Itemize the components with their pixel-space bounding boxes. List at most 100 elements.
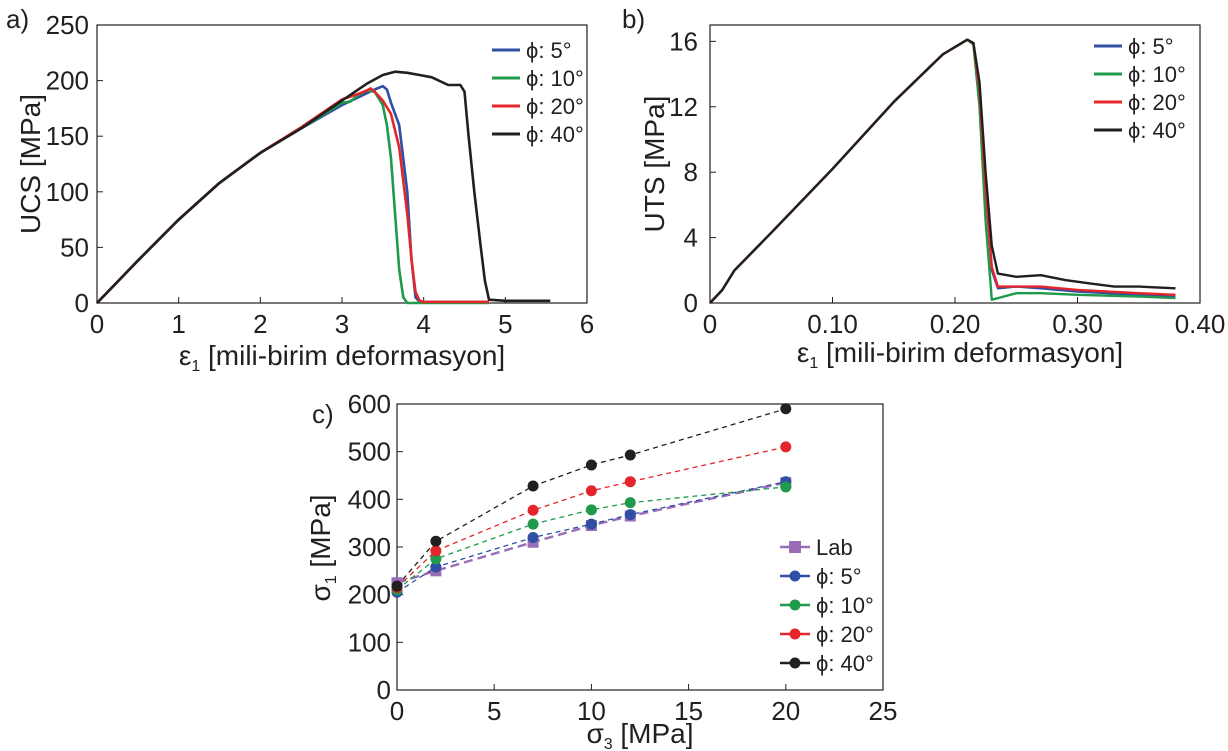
- chart-c-x-label: σ3 [MPa]: [586, 718, 693, 751]
- chart-b-series-line: [709, 38, 1176, 304]
- chart-b-legend-label: ϕ: 40°: [1128, 118, 1186, 143]
- chart-b-legend-label: ϕ: 20°: [1128, 90, 1186, 115]
- chart-b-series: [709, 38, 1176, 304]
- chart-a-x-tick-label: 0: [90, 309, 104, 339]
- chart-a-x-tick-label: 2: [253, 309, 267, 339]
- chart-a-series: [96, 70, 551, 305]
- chart-c-x-tick-label: 10: [577, 696, 606, 726]
- chart-a-y-label: UCS [MPa]: [15, 94, 46, 234]
- chart-c-series: [391, 403, 792, 598]
- chart-b-ticks: 0 0.10 0.20 0.30 0.40 0 4 8 12 16: [669, 26, 1225, 339]
- chart-b-series-line: [709, 38, 1176, 304]
- chart-b-x-tick-label: 0.30: [1052, 309, 1103, 339]
- chart-c-point: [780, 441, 792, 453]
- chart-a-y-tick-label: 100: [46, 177, 89, 207]
- chart-c-point: [527, 480, 539, 492]
- chart-a-x-tick-label: 3: [335, 309, 349, 339]
- chart-c-x-tick-label: 25: [869, 696, 898, 726]
- chart-c-point: [527, 518, 539, 530]
- chart-c-x-tick-label: 0: [390, 696, 404, 726]
- chart-c-series-line: [396, 481, 786, 593]
- chart-b-x-label: ε1 [mili-birim deformasyon]: [797, 337, 1123, 372]
- chart-b-x-tick-label: 0: [703, 309, 717, 339]
- chart-c-point: [430, 545, 442, 557]
- chart-c-legend-marker: [789, 570, 801, 582]
- chart-a-series-line: [96, 89, 489, 305]
- chart-b-y-tick-label: 12: [669, 92, 698, 122]
- chart-a-frame: [96, 24, 588, 304]
- chart-b-y-tick-label: 8: [684, 157, 698, 187]
- chart-b-y-tick-label: 0: [684, 288, 698, 318]
- chart-c-legend-label: ϕ: 40°: [816, 651, 874, 676]
- chart-c-point: [780, 481, 792, 493]
- chart-a-legend-label: ϕ: 5°: [526, 38, 572, 63]
- chart-c-y-tick-label: 300: [348, 532, 391, 562]
- chart-a-ticks: 0 1 2 3 4 5 6 0 50 100 150 200 250: [46, 10, 595, 339]
- chart-c-y-tick-label: 100: [348, 627, 391, 657]
- chart-c-point: [585, 459, 597, 471]
- chart-b-legend-label: ϕ: 10°: [1128, 62, 1186, 87]
- chart-b-y-label: UTS [MPa]: [639, 96, 670, 233]
- chart-a-x-tick-label: 6: [580, 309, 594, 339]
- chart-a-x-tick-label: 4: [416, 309, 430, 339]
- chart-a-y-tick-label: 200: [46, 66, 89, 96]
- chart-c-point: [624, 497, 636, 509]
- chart-c-legend-marker: [789, 541, 801, 553]
- chart-c-point: [585, 504, 597, 516]
- chart-b-series-line: [709, 38, 1176, 304]
- chart-b-x-tick-label: 0.10: [807, 309, 858, 339]
- chart-a-x-tick-label: 1: [171, 309, 185, 339]
- chart-b-panel-label: b): [622, 4, 645, 34]
- chart-c-series-line: [396, 408, 786, 587]
- chart-a-legend: ϕ: 5° ϕ: 10° ϕ: 20° ϕ: 40°: [492, 38, 584, 147]
- chart-c-legend-marker: [789, 657, 801, 669]
- chart-c-point: [527, 504, 539, 516]
- chart-b-legend-label: ϕ: 5°: [1128, 34, 1174, 59]
- chart-b-x-tick-label: 0.20: [930, 309, 981, 339]
- chart-c-legend-label: Lab: [816, 535, 853, 560]
- chart-c-y-tick-label: 0: [377, 675, 391, 705]
- chart-c-legend-marker: [789, 628, 801, 640]
- chart-c-point: [624, 509, 636, 521]
- chart-c-legend-label: ϕ: 5°: [816, 564, 862, 589]
- chart-c-y-tick-label: 600: [348, 389, 391, 419]
- chart-c-point: [430, 561, 442, 573]
- chart-c-series-line: [396, 481, 787, 584]
- chart-c-point: [430, 535, 442, 547]
- chart-c-legend-label: ϕ: 20°: [816, 622, 874, 647]
- chart-a-legend-label: ϕ: 40°: [526, 122, 584, 147]
- chart-b-frame: [709, 24, 1201, 304]
- chart-a-panel-label: a): [6, 4, 29, 34]
- chart-c-x-tick-label: 15: [674, 696, 703, 726]
- chart-c-point: [624, 449, 636, 461]
- chart-c-point: [430, 553, 442, 565]
- chart-a-legend-label: ϕ: 10°: [526, 66, 584, 91]
- chart-a-y-tick-label: 150: [46, 121, 89, 151]
- chart-c-x-tick-label: 20: [771, 696, 800, 726]
- chart-a-y-tick-label: 250: [46, 10, 89, 40]
- chart-c-point: [391, 580, 403, 592]
- chart-c-y-tick-label: 200: [348, 580, 391, 610]
- chart-b-y-tick-label: 4: [684, 223, 698, 253]
- chart-a-y-tick-label: 50: [60, 232, 89, 262]
- chart-c-ticks: 0 5 10 15 20 25 0 100 200 300 400 500 600: [348, 389, 898, 726]
- chart-a-x-tick-label: 5: [498, 309, 512, 339]
- chart-c-legend: Lab ϕ: 5° ϕ: 10° ϕ: 20° ϕ: 40°: [780, 535, 874, 676]
- chart-c-point: [585, 518, 597, 530]
- chart-c-y-label: σ1 [MPa]: [305, 494, 340, 601]
- chart-c-series-line: [396, 486, 786, 591]
- chart-c-y-tick-label: 500: [348, 437, 391, 467]
- chart-c-legend-label: ϕ: 10°: [816, 593, 874, 618]
- chart-c-panel-label: c): [312, 399, 334, 429]
- chart-b-x-tick-label: 0.40: [1175, 309, 1226, 339]
- chart-a-legend-label: ϕ: 20°: [526, 94, 584, 119]
- chart-a-series-line: [96, 70, 551, 304]
- chart-c-point: [527, 531, 539, 543]
- chart-b-series-line: [709, 38, 1176, 304]
- chart-a-y-tick-label: 0: [75, 288, 89, 318]
- chart-a-series-line: [96, 87, 489, 304]
- chart-a-x-label: ε1 [mili-birim deformasyon]: [179, 340, 505, 375]
